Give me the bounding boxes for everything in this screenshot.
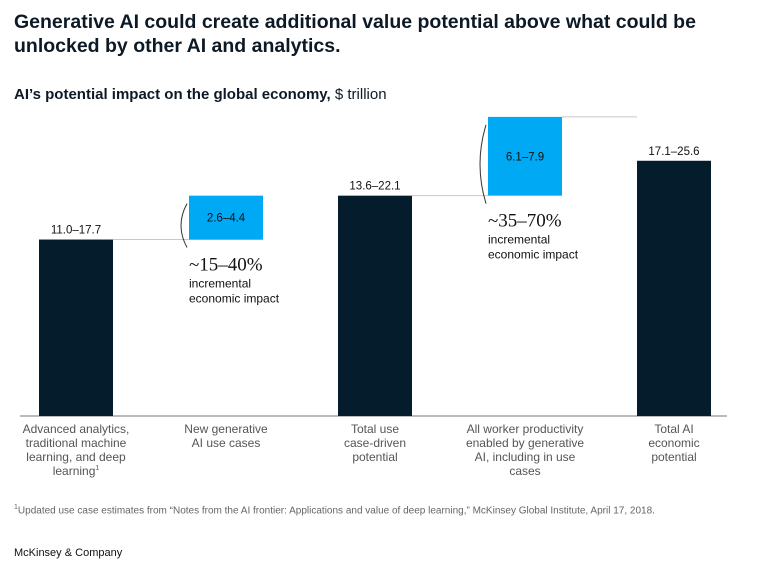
footnote-text: Updated use case estimates from “Notes f…: [17, 505, 655, 517]
brand-logo: McKinsey & Company: [14, 547, 123, 559]
category-footnote-mark: 1: [95, 465, 99, 472]
bar-value-label: 6.1–7.9: [506, 151, 544, 163]
subtitle-unit: $ trillion: [334, 86, 387, 103]
bar-3: [338, 195, 412, 416]
category-label-line: learning1: [53, 464, 100, 478]
category-label-line: Advanced analytics,: [23, 422, 130, 436]
category-label-line: AI, including in use: [475, 450, 576, 464]
annotation-text-line: incremental: [488, 233, 550, 247]
annotation-text-line: economic impact: [488, 248, 579, 262]
category-label-line: learning, and deep: [26, 450, 126, 464]
category-label-line: potential: [651, 450, 696, 464]
category-label-line: AI use cases: [192, 436, 261, 450]
annotation-percent: ~15–40%: [189, 255, 263, 276]
category-label-line: Total use: [351, 422, 399, 436]
waterfall-chart: 11.0–17.7 Advanced analytics,traditional …: [20, 116, 727, 478]
footnote-mark: 1: [14, 504, 18, 511]
bar-5: [637, 160, 711, 416]
bar-1: [39, 239, 113, 416]
category-label-line: enabled by generative: [466, 436, 584, 450]
chart-title: Generative AI could create additional va…: [14, 11, 696, 57]
bar-4: [488, 116, 562, 196]
bar-value-label: 13.6–22.1: [349, 181, 400, 193]
annotation-text-line: incremental: [189, 277, 251, 291]
bar-value-label: 11.0–17.7: [51, 225, 101, 237]
chart-subtitle: AI’s potential impact on the global econ…: [14, 86, 387, 103]
category-label-line: New generative: [184, 422, 268, 436]
footnote: 1Updated use case estimates from “Notes …: [14, 504, 655, 516]
category-label-line: traditional machine: [26, 436, 127, 450]
bracket-arc: [479, 124, 487, 204]
category-label-line: Total AI: [654, 422, 693, 436]
category-label-line: case-driven: [344, 436, 406, 450]
annotation-percent: ~35–70%: [488, 211, 562, 232]
bracket-arc: [180, 203, 188, 248]
category-label-line: cases: [509, 464, 540, 478]
category-label-line: economic: [648, 436, 699, 450]
category-label-line: All worker productivity: [467, 422, 584, 436]
subtitle-bold: AI’s potential impact on the global econ…: [14, 86, 331, 103]
annotation-text-line: economic impact: [189, 292, 280, 306]
category-label-line: potential: [352, 450, 397, 464]
bar-value-label: 2.6–4.4: [207, 213, 246, 225]
bar-2: [189, 195, 263, 240]
bar-value-label: 17.1–25.6: [648, 146, 699, 158]
